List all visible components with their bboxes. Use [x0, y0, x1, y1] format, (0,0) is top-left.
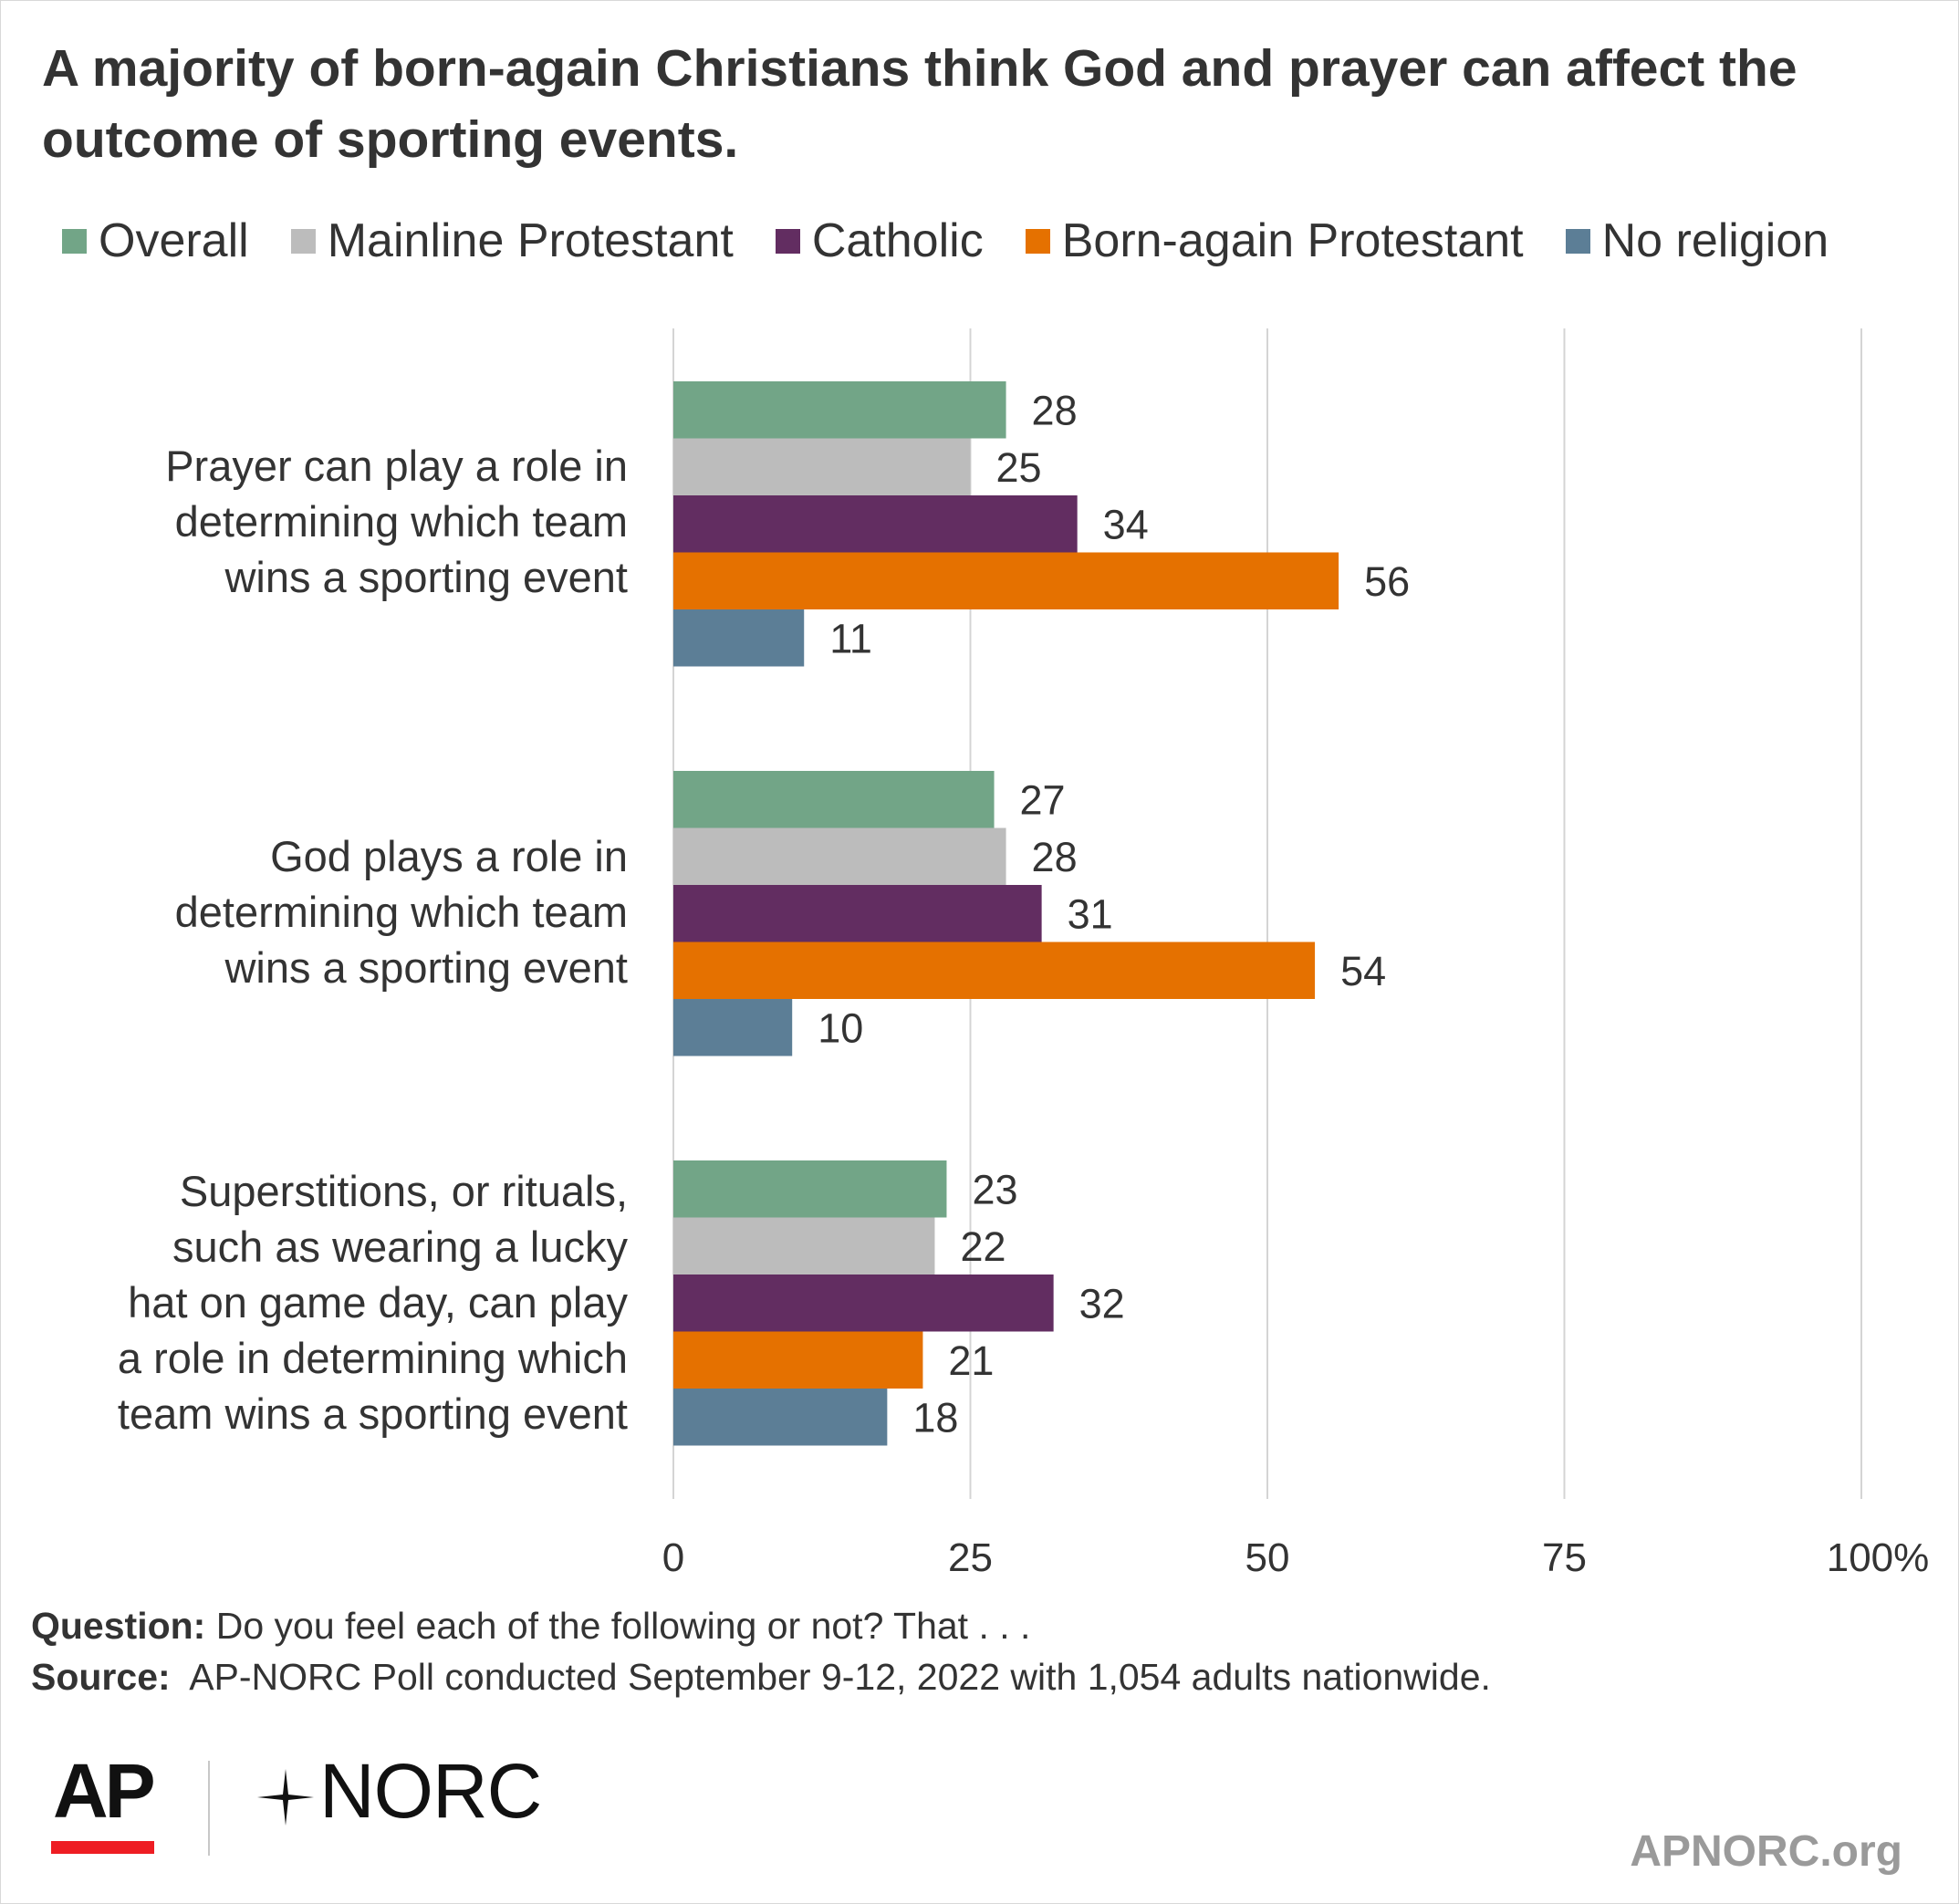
category-label-line: God plays a role in [270, 832, 628, 880]
x-tick-label: 50 [1245, 1535, 1290, 1580]
logo-divider [208, 1761, 210, 1856]
data-label: 27 [1020, 776, 1066, 823]
category-label: Superstitions, or rituals, such as wearin… [118, 1167, 629, 1438]
x-tick-label: 100% [1827, 1535, 1930, 1580]
legend-item-catholic: Catholic [775, 213, 984, 268]
bar [673, 1275, 1054, 1332]
x-tick-label: 0 [662, 1535, 684, 1580]
bar [673, 1389, 888, 1446]
legend-swatch [775, 228, 800, 254]
category-label-line: such as wearing a lucky [172, 1223, 628, 1271]
category-label: Prayer can play a role in determining whi… [165, 442, 628, 601]
data-label: 54 [1340, 948, 1386, 994]
data-label: 21 [948, 1337, 994, 1384]
norc-logo: NORC [319, 1748, 542, 1834]
data-label: 22 [960, 1223, 1006, 1270]
bar [673, 438, 971, 495]
website-link[interactable]: APNORC.org [1630, 1827, 1902, 1876]
category-label-line: a role in determining which [118, 1334, 628, 1382]
category-label: God plays a role in determining which tea… [175, 832, 628, 992]
category-label-line: hat on game day, can play [128, 1278, 628, 1327]
bar [673, 771, 995, 828]
legend-label: Born-again Protestant [1061, 214, 1524, 267]
category-label-line: Prayer can play a role in [165, 442, 628, 490]
x-tick-label: 75 [1542, 1535, 1587, 1580]
legend-label: No religion [1601, 214, 1829, 267]
data-label: 10 [818, 1004, 863, 1051]
legend-swatch [1025, 228, 1050, 254]
source-text: AP-NORC Poll conducted September 9-12, 2… [189, 1656, 1491, 1698]
legend-label: Overall [99, 214, 249, 267]
legend-label: Mainline Protestant [327, 214, 734, 267]
x-tick-label: 25 [948, 1535, 993, 1580]
legend-item-overall: Overall [62, 213, 249, 268]
bar [673, 609, 805, 667]
legend-item-no-religion: No religion [1565, 213, 1829, 268]
question-note: Question: Do you feel each of the follow… [31, 1603, 1030, 1649]
data-label: 25 [996, 444, 1042, 491]
bar [673, 942, 1316, 999]
source-label: Source: [31, 1656, 171, 1698]
category-label-line: wins a sporting event [224, 553, 628, 601]
category-label-line: team wins a sporting event [118, 1389, 628, 1438]
ap-logo: AP [53, 1748, 156, 1834]
bar-chart: 0 25 50 75 100% 28 25 34 56 11 Prayer can play a r… [118, 328, 1930, 1580]
question-text: Do you feel each of the following or not… [215, 1605, 1031, 1647]
data-label: 31 [1068, 890, 1113, 937]
data-label: 32 [1079, 1280, 1125, 1327]
category-label-line: wins a sporting event [224, 943, 628, 992]
bar [673, 1160, 947, 1218]
ap-logo-bar [51, 1841, 154, 1854]
data-label: 28 [1032, 387, 1078, 433]
bar [673, 552, 1339, 609]
legend: Overall Mainline Protestant Catholic Born-a… [62, 213, 1829, 268]
bar [673, 495, 1078, 553]
legend-swatch [290, 228, 316, 254]
norc-star-icon [257, 1769, 314, 1826]
bar [673, 1331, 923, 1389]
source-note: Source: AP-NORC Poll conducted September… [31, 1654, 1491, 1700]
bar [673, 827, 1006, 885]
legend-swatch [1565, 228, 1590, 254]
category-label-line: determining which team [175, 888, 628, 936]
legend-label: Catholic [811, 214, 984, 267]
data-label: 11 [829, 615, 872, 661]
legend-item-born-again-protestant: Born-again Protestant [1025, 213, 1524, 268]
category-label-line: determining which team [175, 497, 628, 546]
bar [673, 1217, 935, 1275]
legend-item-mainline-protestant: Mainline Protestant [290, 213, 734, 268]
data-label: 56 [1364, 558, 1410, 605]
data-label: 28 [1032, 834, 1078, 880]
legend-swatch [62, 228, 87, 254]
chart-title: A majority of born-again Christians thin… [42, 39, 1797, 169]
question-label: Question: [31, 1605, 206, 1647]
category-label-line: Superstitions, or rituals, [180, 1167, 628, 1215]
data-label: 23 [972, 1166, 1017, 1212]
bar [673, 885, 1042, 942]
data-label: 18 [912, 1394, 958, 1441]
data-label: 34 [1103, 501, 1149, 547]
bar [673, 381, 1006, 439]
bar [673, 999, 793, 1056]
